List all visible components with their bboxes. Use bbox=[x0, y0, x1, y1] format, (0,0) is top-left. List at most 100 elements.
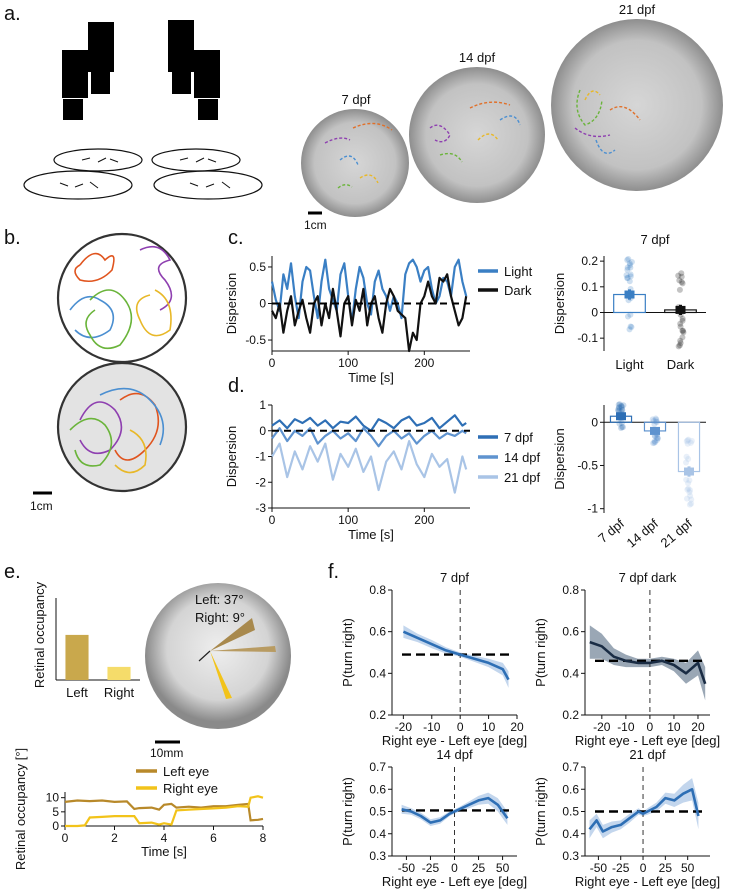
data-point bbox=[627, 262, 634, 269]
data-point bbox=[678, 279, 685, 286]
x-tick-label: -10 bbox=[617, 720, 635, 734]
x-tick-label: -50 bbox=[398, 861, 416, 875]
bar bbox=[107, 666, 131, 680]
legend-label: 7 dpf bbox=[504, 430, 533, 445]
y-axis-label: Dispersion bbox=[552, 428, 567, 489]
data-point bbox=[686, 477, 693, 484]
panel-label-c: c. bbox=[228, 227, 244, 249]
data-point bbox=[652, 415, 659, 422]
petri-dish-schematic bbox=[153, 170, 263, 200]
arena-7dpf bbox=[301, 109, 409, 217]
category-label: Light bbox=[615, 357, 644, 372]
mean-marker bbox=[650, 426, 660, 435]
y-tick-label: 0.3 bbox=[369, 849, 386, 863]
y-tick-label: -1 bbox=[587, 502, 598, 516]
scale-label-a: 1cm bbox=[304, 218, 327, 232]
data-point bbox=[653, 416, 660, 423]
monitor-block bbox=[168, 20, 194, 72]
data-point bbox=[653, 434, 660, 441]
petri-dish-schematic bbox=[53, 148, 143, 172]
x-tick-label: 100 bbox=[338, 356, 358, 370]
retina-arena bbox=[145, 583, 291, 729]
data-point bbox=[652, 433, 659, 440]
petri-dish-schematic bbox=[151, 148, 241, 172]
y-tick-label: 0.7 bbox=[562, 760, 579, 774]
data-point bbox=[679, 317, 686, 324]
series-line bbox=[65, 795, 264, 828]
confidence-band bbox=[589, 778, 699, 839]
chart-c-bars: -0.1 0 0.1 0.2 Dispersion Light Dark bbox=[552, 254, 706, 372]
right-angle-label: Right: 9° bbox=[195, 610, 245, 625]
data-point bbox=[616, 404, 623, 411]
data-point bbox=[677, 340, 684, 347]
right-eye-wedge bbox=[210, 651, 232, 699]
legend-label: 14 dpf bbox=[504, 450, 541, 465]
data-point bbox=[677, 337, 684, 344]
series-line bbox=[588, 788, 700, 833]
series-line bbox=[271, 414, 467, 432]
trajectories-light bbox=[69, 245, 173, 350]
y-tick-label: 0.2 bbox=[562, 708, 579, 722]
y-tick-label: 0 bbox=[259, 297, 266, 311]
y-tick-label: 0.5 bbox=[562, 805, 579, 819]
y-tick-label: 0.6 bbox=[369, 625, 386, 639]
y-tick-label: 5 bbox=[52, 805, 59, 819]
y-axis-label: Retinal occupancy [°] bbox=[13, 748, 28, 870]
x-tick-label: 8 bbox=[260, 831, 267, 845]
data-point bbox=[687, 439, 694, 446]
data-point bbox=[683, 476, 690, 483]
data-point bbox=[625, 255, 632, 262]
category-label: Dark bbox=[667, 357, 695, 372]
x-tick-label: 0 bbox=[269, 356, 276, 370]
y-axis-label: Retinal occupancy bbox=[32, 581, 47, 688]
data-point bbox=[619, 406, 626, 413]
x-tick-label: 50 bbox=[496, 861, 510, 875]
data-point bbox=[651, 439, 658, 446]
panel-label-f: f. bbox=[328, 561, 339, 583]
y-tick-label: 0.4 bbox=[562, 827, 579, 841]
y-axis-label: Dispersion bbox=[552, 273, 567, 334]
data-point bbox=[618, 403, 625, 410]
y-tick-label: 0.6 bbox=[562, 782, 579, 796]
data-point bbox=[619, 407, 626, 414]
data-point bbox=[686, 489, 693, 496]
y-axis-label: P(turn right) bbox=[340, 777, 355, 846]
data-point bbox=[618, 420, 625, 427]
x-tick-label: 0 bbox=[457, 720, 464, 734]
category-label: Right bbox=[104, 685, 135, 700]
y-tick-label: 0.5 bbox=[369, 805, 386, 819]
data-point bbox=[654, 434, 661, 441]
x-tick-label: 20 bbox=[510, 720, 524, 734]
data-point bbox=[649, 416, 656, 423]
data-point bbox=[679, 280, 686, 287]
x-tick-label: 25 bbox=[472, 861, 486, 875]
data-point bbox=[615, 407, 622, 414]
data-point bbox=[680, 329, 687, 336]
arena-title-21dpf: 21 dpf bbox=[619, 2, 656, 17]
left-eye-wedge bbox=[210, 646, 276, 652]
y-tick-label: 0.8 bbox=[369, 583, 386, 597]
series-line bbox=[64, 799, 264, 822]
data-point bbox=[688, 496, 695, 503]
data-point bbox=[616, 420, 623, 427]
data-point bbox=[616, 407, 623, 414]
x-tick-label: 0 bbox=[269, 513, 276, 527]
data-point bbox=[685, 485, 692, 492]
x-tick-label: -50 bbox=[590, 861, 608, 875]
data-point bbox=[627, 271, 634, 278]
x-axis-label: Right eye - Left eye [deg] bbox=[575, 733, 720, 748]
arena-21dpf bbox=[551, 19, 723, 191]
legend-label: Left eye bbox=[163, 764, 209, 779]
arena-title-7dpf: 7 dpf bbox=[342, 92, 371, 107]
data-point bbox=[680, 327, 687, 334]
data-point bbox=[653, 418, 660, 425]
data-point bbox=[654, 418, 661, 425]
data-point bbox=[654, 435, 661, 442]
data-point bbox=[619, 423, 626, 430]
data-point bbox=[650, 440, 657, 447]
left-angle-label: Left: 37° bbox=[195, 592, 244, 607]
